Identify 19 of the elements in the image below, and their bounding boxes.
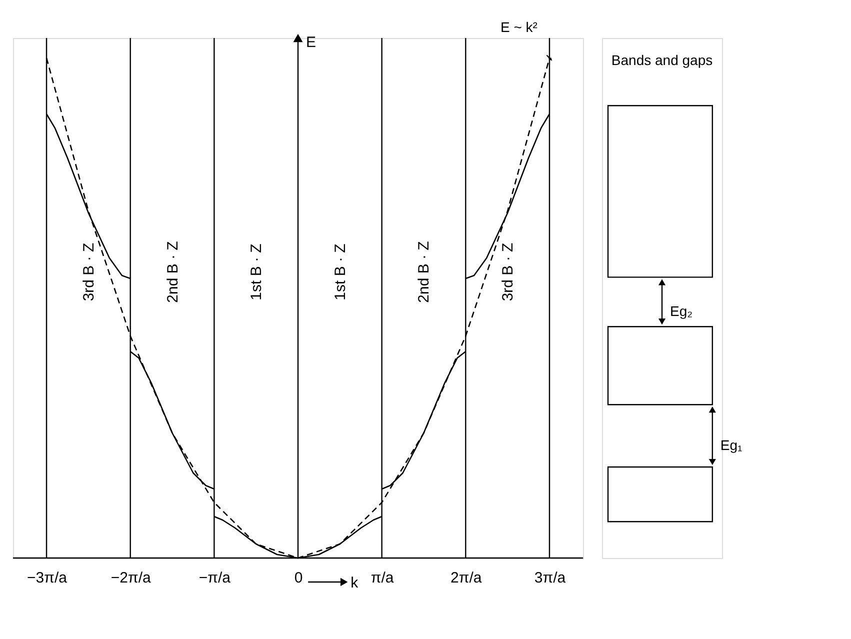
x-tick-label: 0 (294, 570, 303, 586)
x-tick-label: −3π/a (27, 570, 68, 586)
text: Eg₂ (670, 302, 693, 319)
x-axis-title: k (350, 574, 359, 592)
annotation: 1st B · Z (248, 244, 266, 300)
text: Eg₁ (720, 436, 743, 453)
annotation: 3rd B · Z (80, 242, 98, 302)
x-tick-label: −2π/a (110, 570, 152, 586)
x-tick-label: 3π/a (534, 570, 566, 586)
x-tick-label: −π/a (198, 570, 232, 586)
text: Bands and gaps (611, 52, 713, 68)
annotation: 1st B · Z (332, 244, 349, 300)
x-tick-label: π/a (370, 570, 394, 586)
x-tick-label: 2π/a (450, 570, 482, 586)
annotation: 2nd B · Z (416, 241, 433, 303)
annotation: 2nd B · Z (164, 241, 182, 303)
annotation: E ~ k² (500, 19, 538, 35)
annotation: 3rd B · Z (500, 242, 517, 302)
y-axis-title: E (306, 34, 316, 51)
